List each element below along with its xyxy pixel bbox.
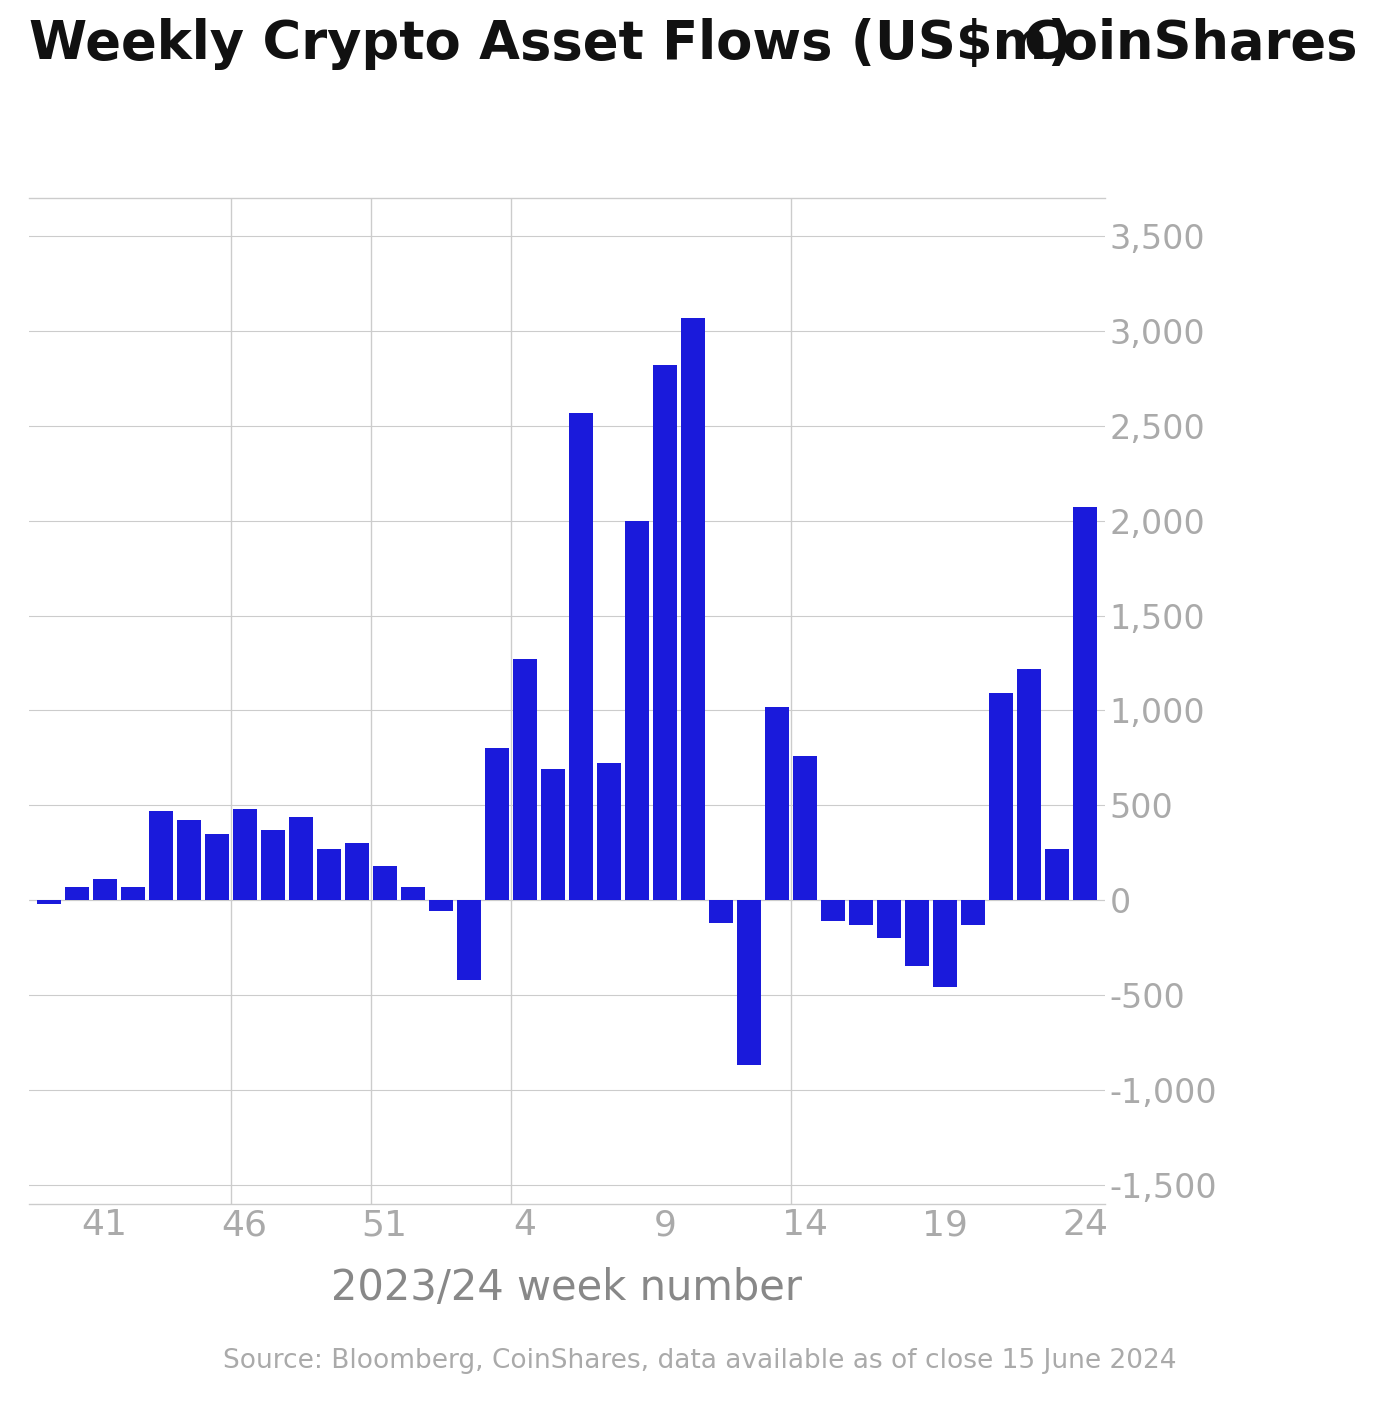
Bar — [92, 879, 116, 900]
Text: CoinShares: CoinShares — [1023, 18, 1358, 70]
Bar — [568, 413, 592, 900]
Bar — [988, 693, 1012, 900]
Bar — [36, 900, 60, 903]
Bar — [400, 886, 424, 900]
Bar — [848, 900, 872, 924]
Bar — [960, 900, 984, 924]
X-axis label: 2023/24 week number: 2023/24 week number — [332, 1268, 802, 1309]
Bar — [596, 764, 620, 900]
Bar — [484, 748, 508, 900]
Bar — [652, 365, 676, 900]
Bar — [260, 830, 284, 900]
Bar — [820, 900, 844, 921]
Bar — [764, 706, 788, 900]
Bar — [736, 900, 760, 1065]
Bar — [624, 521, 648, 900]
Bar — [232, 809, 256, 900]
Bar — [876, 900, 900, 938]
Bar — [456, 900, 480, 979]
Text: Source: Bloomberg, CoinShares, data available as of close 15 June 2024: Source: Bloomberg, CoinShares, data avai… — [223, 1348, 1177, 1374]
Bar — [932, 900, 956, 988]
Bar — [792, 755, 816, 900]
Bar — [904, 900, 928, 967]
Bar — [512, 659, 536, 900]
Bar — [1072, 507, 1096, 900]
Bar — [204, 834, 228, 900]
Bar — [428, 900, 452, 912]
Bar — [680, 317, 704, 900]
Bar — [176, 820, 200, 900]
Bar — [64, 886, 88, 900]
Bar — [288, 817, 312, 900]
Bar — [344, 843, 368, 900]
Bar — [148, 812, 172, 900]
Text: Weekly Crypto Asset Flows (US$m): Weekly Crypto Asset Flows (US$m) — [29, 18, 1071, 70]
Bar — [372, 867, 396, 900]
Bar — [540, 769, 564, 900]
Bar — [708, 900, 732, 923]
Bar — [1044, 848, 1068, 900]
Bar — [1016, 669, 1040, 900]
Bar — [120, 886, 144, 900]
Bar — [316, 848, 340, 900]
